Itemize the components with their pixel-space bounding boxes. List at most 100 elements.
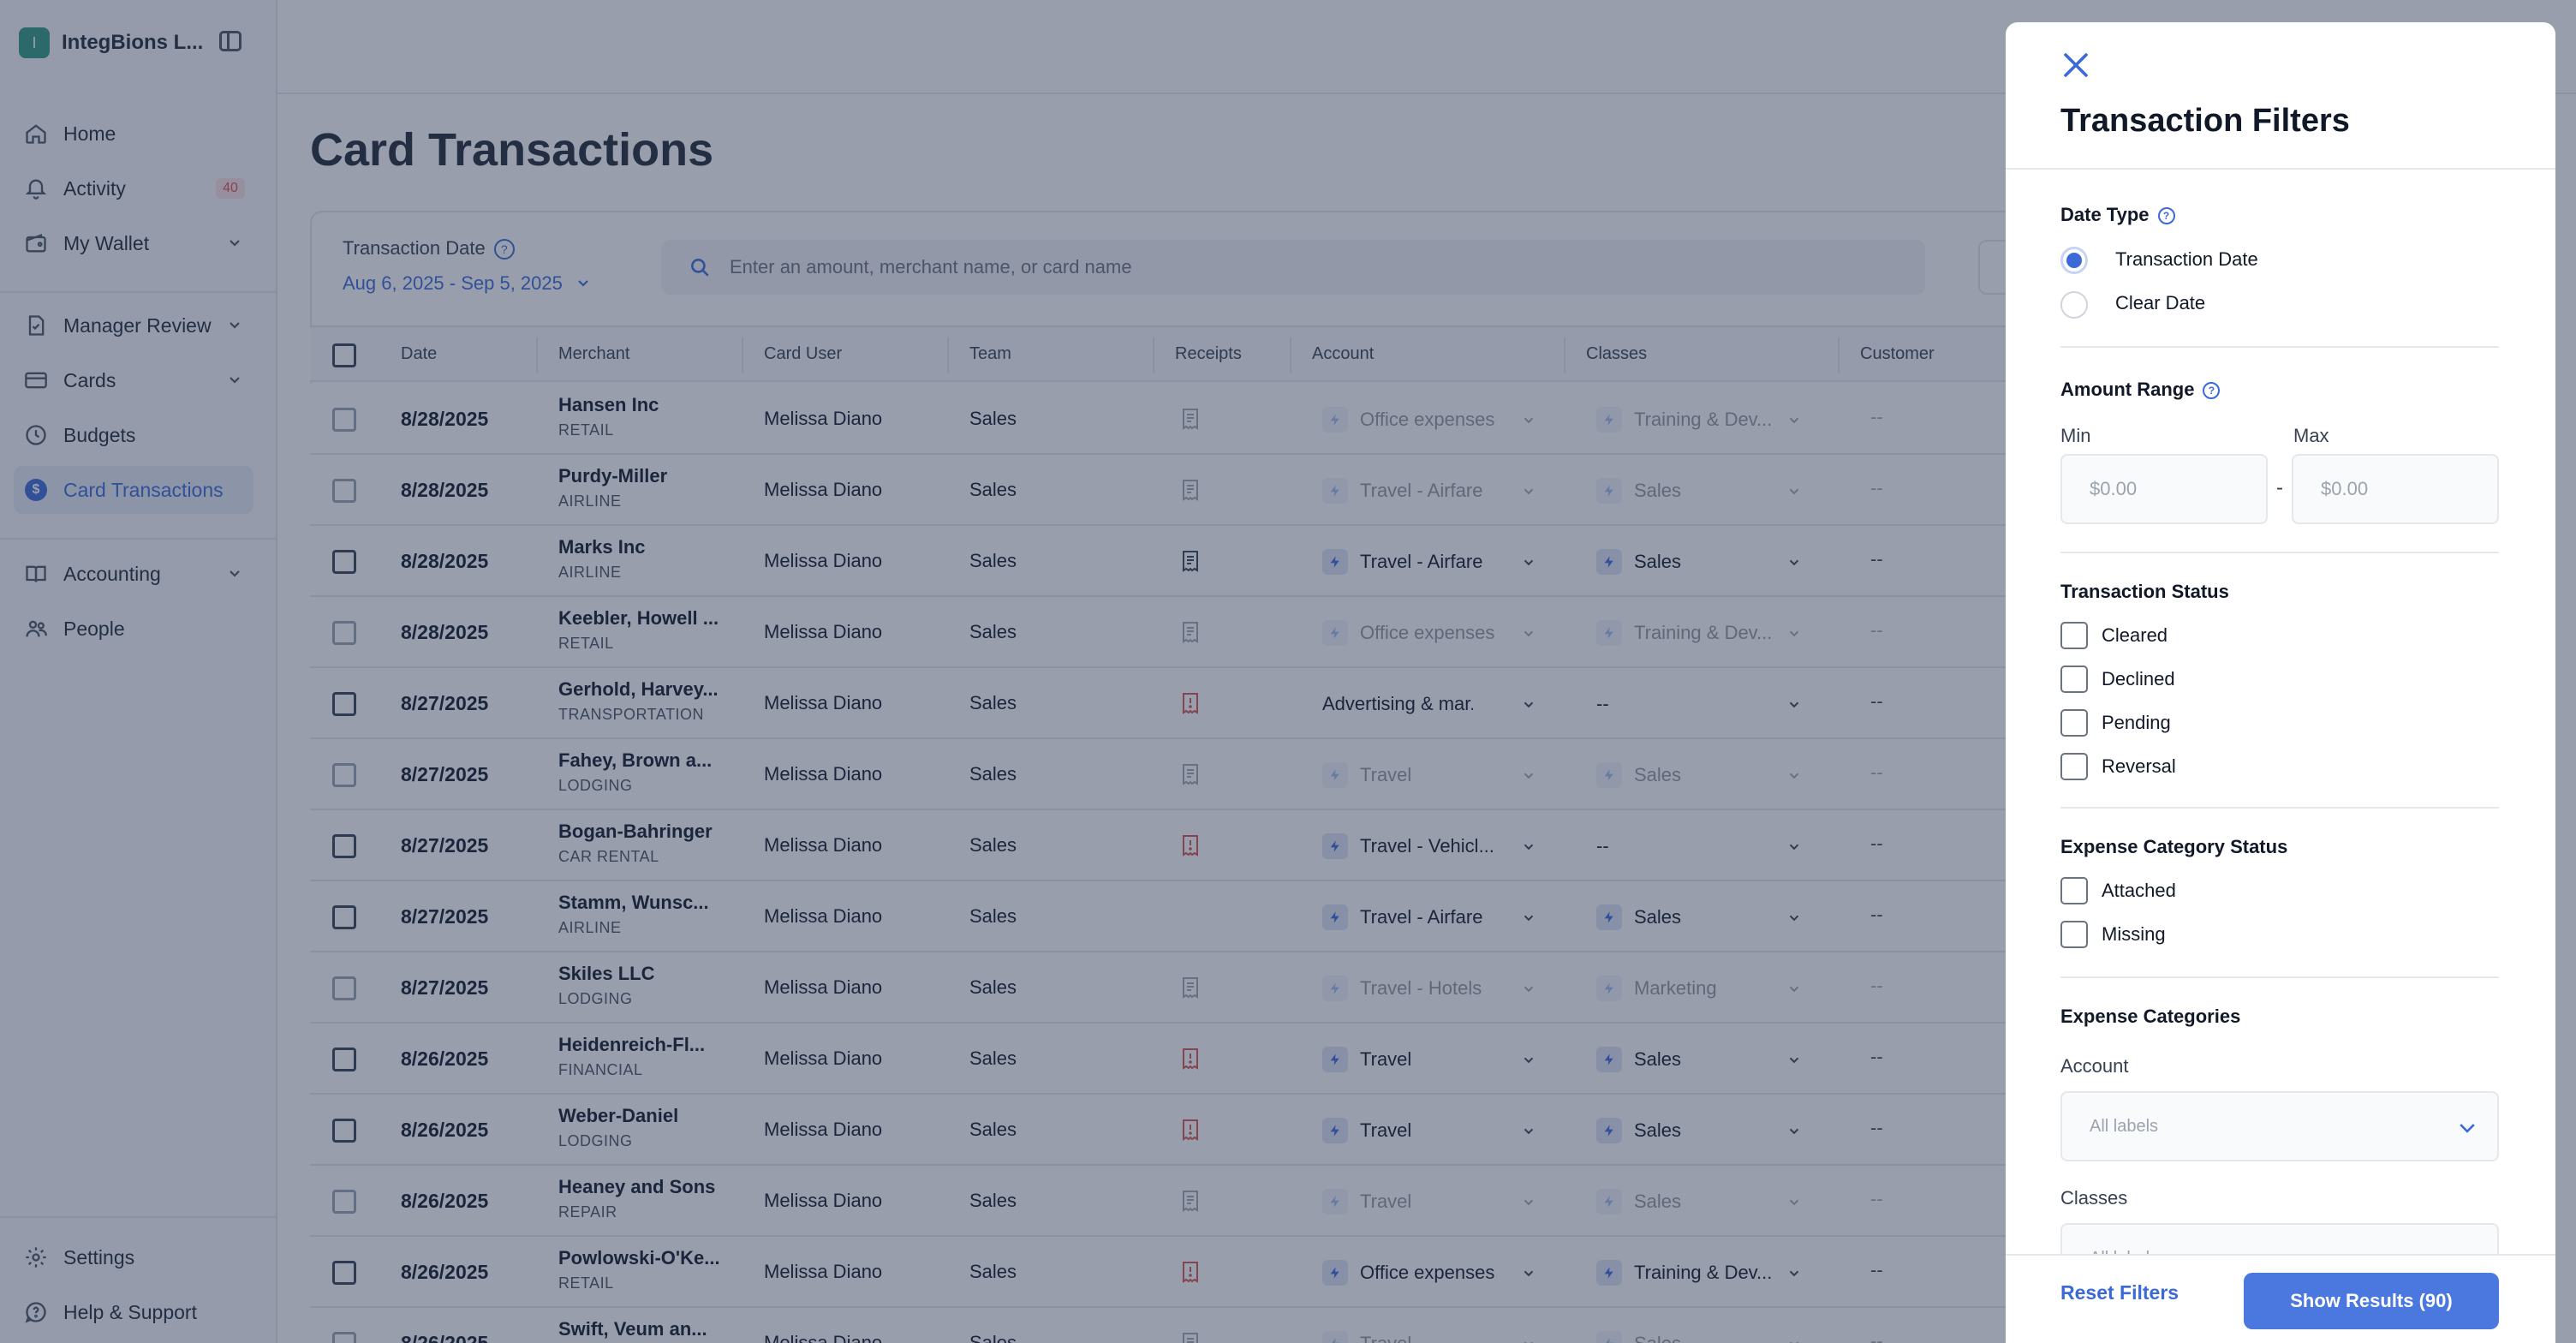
missing-receipt-icon[interactable] [1180, 1261, 1201, 1287]
show-results-button[interactable]: Show Results (90) [2244, 1273, 2499, 1329]
account-dropdown[interactable]: Travel [1322, 1185, 1536, 1219]
classes-dropdown[interactable]: Sales [1596, 1113, 1802, 1148]
receipt-icon[interactable] [1180, 1190, 1201, 1216]
classes-dropdown[interactable]: Sales [1596, 474, 1802, 508]
account-dropdown[interactable]: Travel - Airfare [1322, 545, 1536, 579]
reset-filters-button[interactable]: Reset Filters [2060, 1281, 2179, 1304]
receipt-icon[interactable] [1180, 621, 1201, 648]
account-select[interactable]: All labels [2060, 1091, 2499, 1161]
row-checkbox[interactable] [332, 1332, 356, 1343]
table-row[interactable]: 8/26/2025 Weber-Daniel LODGING Melissa Dian… [310, 1095, 2126, 1166]
receipt-icon[interactable] [1180, 1332, 1201, 1343]
account-dropdown[interactable]: Travel [1322, 1113, 1536, 1148]
receipt-icon[interactable] [1180, 408, 1201, 434]
sidebar-item-help-support[interactable]: Help & Support [14, 1288, 253, 1336]
sidebar-item-cards[interactable]: Cards [14, 356, 253, 404]
classes-dropdown[interactable]: Sales [1596, 900, 1802, 934]
classes-dropdown[interactable]: Sales [1596, 1327, 1802, 1343]
help-circle-icon[interactable]: ? [2203, 382, 2221, 400]
search-input[interactable] [730, 256, 1757, 278]
row-checkbox[interactable] [332, 976, 356, 1000]
radio-transaction-date[interactable] [2060, 247, 2088, 274]
row-checkbox[interactable] [332, 1261, 356, 1285]
reversal-checkbox[interactable] [2060, 753, 2088, 780]
close-icon[interactable] [2059, 48, 2093, 82]
account-dropdown[interactable]: Office expenses [1322, 403, 1536, 437]
classes-dropdown[interactable]: -- [1596, 687, 1802, 721]
column-header-team[interactable]: Team [969, 344, 1011, 363]
sidebar-item-my-wallet[interactable]: My Wallet [14, 219, 253, 267]
account-dropdown[interactable]: Travel - Vehicl... [1322, 829, 1536, 863]
classes-dropdown[interactable]: Sales [1596, 545, 1802, 579]
cleared-checkbox[interactable] [2060, 622, 2088, 649]
classes-dropdown[interactable]: Sales [1596, 758, 1802, 792]
receipt-icon[interactable] [1180, 763, 1201, 790]
classes-dropdown[interactable]: Training & Dev... [1596, 403, 1802, 437]
account-dropdown[interactable]: Advertising & mar... [1322, 687, 1536, 721]
sidebar-item-home[interactable]: Home [14, 110, 253, 158]
sidebar-item-activity[interactable]: Activity 40 [14, 164, 253, 212]
column-header-receipts[interactable]: Receipts [1175, 344, 1242, 363]
row-checkbox[interactable] [332, 550, 356, 574]
account-dropdown[interactable]: Travel - Airfare [1322, 474, 1536, 508]
account-dropdown[interactable]: Office expenses [1322, 616, 1536, 650]
table-row[interactable]: 8/27/2025 Fahey, Brown a... LODGING Melissa… [310, 739, 2126, 810]
table-row[interactable]: 8/26/2025 Heaney and Sons REPAIR Melissa Di… [310, 1166, 2126, 1237]
classes-dropdown[interactable]: Sales [1596, 1042, 1802, 1077]
org-switcher[interactable]: I IntegBions L... [19, 26, 203, 60]
receipt-icon[interactable] [1180, 550, 1201, 576]
account-dropdown[interactable]: Travel [1322, 1327, 1536, 1343]
account-dropdown[interactable]: Travel - Hotels [1322, 971, 1536, 1006]
row-checkbox[interactable] [332, 1048, 356, 1071]
column-header-card-user[interactable]: Card User [764, 344, 843, 363]
help-circle-icon[interactable]: ? [493, 239, 515, 260]
sidebar-item-card-transactions[interactable]: $ Card Transactions [14, 466, 253, 514]
radio-clear-date[interactable] [2060, 291, 2088, 319]
missing-receipt-icon[interactable] [1180, 1119, 1201, 1145]
table-row[interactable]: 8/28/2025 Keebler, Howell ... RETAIL Meliss… [310, 597, 2126, 668]
missing-receipt-icon[interactable] [1180, 1048, 1201, 1074]
date-range-picker[interactable]: Aug 6, 2025 - Sep 5, 2025 [343, 272, 592, 295]
row-checkbox[interactable] [332, 763, 356, 787]
pending-checkbox[interactable] [2060, 709, 2088, 737]
column-header-customer[interactable]: Customer [1860, 344, 1935, 363]
column-header-classes[interactable]: Classes [1586, 344, 1648, 363]
table-row[interactable]: 8/27/2025 Gerhold, Harvey... TRANSPORTATIO… [310, 668, 2126, 739]
classes-dropdown[interactable]: -- [1596, 829, 1802, 863]
table-row[interactable]: 8/28/2025 Marks Inc AIRLINE Melissa Diano Sa… [310, 526, 2126, 597]
column-header-merchant[interactable]: Merchant [558, 344, 630, 363]
select-all-checkbox[interactable] [332, 343, 356, 367]
missing-receipt-icon[interactable] [1180, 692, 1201, 719]
sidebar-item-accounting[interactable]: Accounting [14, 550, 253, 598]
account-dropdown[interactable]: Travel [1322, 758, 1536, 792]
row-checkbox[interactable] [332, 834, 356, 858]
account-dropdown[interactable]: Travel [1322, 1042, 1536, 1077]
table-row[interactable]: 8/27/2025 Bogan-Bahringer CAR RENTAL Meliss… [310, 810, 2126, 881]
max-amount-input[interactable] [2292, 454, 2499, 524]
table-row[interactable]: 8/26/2025 Heidenreich-Fl... FINANCIAL Melis… [310, 1024, 2126, 1095]
sidebar-item-settings[interactable]: Settings [14, 1233, 253, 1281]
help-circle-icon[interactable]: ? [2157, 207, 2175, 225]
classes-dropdown[interactable]: Training & Dev... [1596, 1256, 1802, 1290]
receipt-icon[interactable] [1180, 976, 1201, 1003]
sidebar-collapse-icon[interactable] [219, 31, 242, 51]
declined-checkbox[interactable] [2060, 666, 2088, 693]
table-row[interactable]: 8/26/2025 Powlowski-O'Ke... RETAIL Melissa … [310, 1237, 2126, 1308]
sidebar-item-manager-review[interactable]: Manager Review [14, 301, 253, 349]
table-row[interactable]: 8/27/2025 Skiles LLC LODGING Melissa Diano S… [310, 952, 2126, 1024]
attached-checkbox[interactable] [2060, 877, 2088, 904]
row-checkbox[interactable] [332, 408, 356, 432]
receipt-icon[interactable] [1180, 479, 1201, 505]
table-row[interactable]: 8/28/2025 Purdy-Miller AIRLINE Melissa Dian… [310, 455, 2126, 526]
row-checkbox[interactable] [332, 905, 356, 929]
sidebar-item-people[interactable]: People [14, 605, 253, 653]
row-checkbox[interactable] [332, 621, 356, 645]
row-checkbox[interactable] [332, 479, 356, 503]
classes-dropdown[interactable]: Marketing [1596, 971, 1802, 1006]
account-dropdown[interactable]: Travel - Airfare [1322, 900, 1536, 934]
missing-checkbox[interactable] [2060, 921, 2088, 948]
row-checkbox[interactable] [332, 1119, 356, 1143]
table-row[interactable]: 8/27/2025 Stamm, Wunsc... AIRLINE Melissa D… [310, 881, 2126, 952]
column-header-date[interactable]: Date [401, 344, 438, 363]
row-checkbox[interactable] [332, 1190, 356, 1214]
